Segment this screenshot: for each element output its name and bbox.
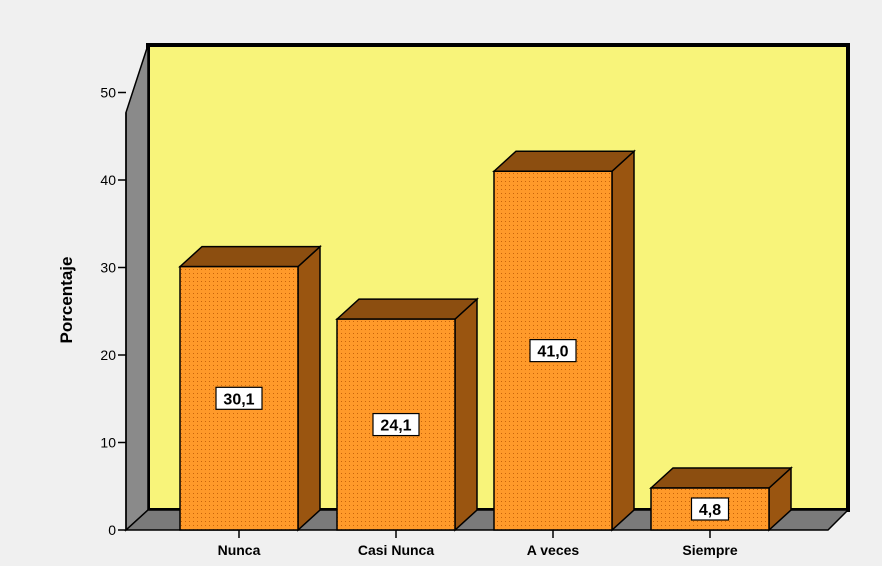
data-label-text: 24,1 [380,418,411,435]
data-label: 4,8 [690,497,730,521]
data-label-box [372,412,420,437]
data-label-text: 4,8 [699,502,721,519]
bar-side [611,149,635,532]
bar-side [454,297,478,532]
y-tick-label: 40 [100,172,116,188]
data-label-box [529,339,577,363]
y-tick-label: 0 [108,522,116,538]
y-tick-label: 10 [100,435,116,451]
bar-a-veces [492,149,636,532]
bar-top [335,298,479,320]
bar-side [297,244,321,532]
y-axis-label: Porcentaje [57,257,76,344]
y-tick-label: 50 [100,85,116,101]
x-tick-label: Nunca [218,542,261,558]
x-tick-label: A veces [527,542,580,558]
data-label: 30,1 [215,386,263,410]
bar-top [492,150,636,172]
data-label: 24,1 [372,412,420,437]
y-tick-label: 20 [100,347,116,363]
data-label-box [690,497,730,521]
data-label-text: 30,1 [223,391,254,408]
x-tick-label: Siempre [682,542,737,558]
plot-left-wall [125,44,149,532]
data-label-box [215,386,263,410]
x-tick-label: Casi Nunca [358,542,434,558]
y-tick-label: 30 [100,260,116,276]
bar-top [178,245,322,268]
data-label-text: 41,0 [537,344,568,361]
bar [493,170,613,531]
bar-top [649,467,793,489]
data-label: 41,0 [529,339,577,363]
